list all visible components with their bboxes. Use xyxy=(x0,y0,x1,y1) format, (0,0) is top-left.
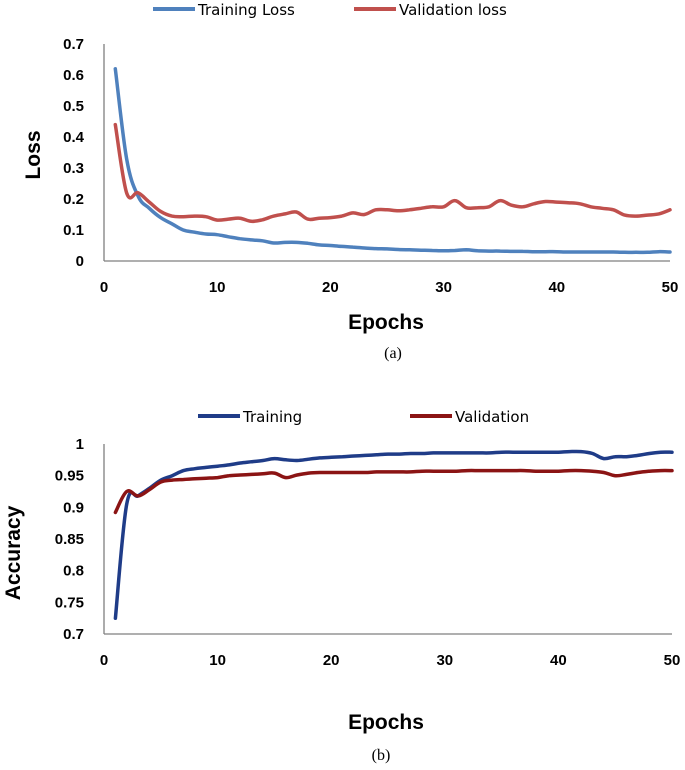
loss-x-ticks: 0 10 20 30 40 50 xyxy=(100,279,679,296)
series-line-training xyxy=(113,449,674,620)
legend-label-validation-loss: Validation loss xyxy=(399,1,507,19)
legend-label-training: Training xyxy=(242,408,302,426)
loss-y-tick: 0.3 xyxy=(63,160,84,177)
accuracy-y-tick: 1 xyxy=(76,436,84,453)
accuracy-y-tick: 0.95 xyxy=(55,468,84,485)
accuracy-x-tick: 10 xyxy=(209,652,226,669)
loss-y-tick: 0.5 xyxy=(63,98,84,115)
series-line-training-loss xyxy=(113,67,672,255)
accuracy-y-axis-title: Accuracy xyxy=(2,505,25,600)
loss-x-tick: 10 xyxy=(209,279,226,296)
loss-x-tick: 0 xyxy=(100,279,108,296)
accuracy-y-tick: 0.75 xyxy=(55,594,84,611)
legend-label-validation: Validation xyxy=(455,408,529,426)
loss-y-ticks: 0 0.1 0.2 0.3 0.4 0.5 0.6 0.7 xyxy=(63,36,85,270)
accuracy-y-ticks: 0.7 0.75 0.8 0.85 0.9 0.95 1 xyxy=(55,436,84,643)
accuracy-chart-caption: (b) xyxy=(372,747,391,764)
accuracy-x-tick: 40 xyxy=(550,652,567,669)
loss-y-tick: 0 xyxy=(76,253,84,270)
legend-label-training-loss: Training Loss xyxy=(197,1,295,19)
loss-x-tick: 50 xyxy=(662,279,679,296)
accuracy-x-tick: 20 xyxy=(323,652,340,669)
accuracy-y-tick: 0.85 xyxy=(55,531,84,548)
loss-x-tick: 40 xyxy=(548,279,565,296)
loss-y-tick: 0.4 xyxy=(63,129,85,146)
accuracy-x-axis-title: Epochs xyxy=(348,711,424,734)
loss-y-axis-title: Loss xyxy=(22,130,45,179)
loss-legend: Training Loss Validation loss xyxy=(153,1,507,19)
loss-x-tick: 20 xyxy=(322,279,339,296)
accuracy-chart: Training Validation 0.7 0.75 0.8 0.85 0.… xyxy=(2,408,680,764)
loss-y-tick: 0.6 xyxy=(63,67,84,84)
accuracy-x-tick: 30 xyxy=(436,652,453,669)
loss-x-axis-title: Epochs xyxy=(348,311,424,334)
loss-x-tick: 30 xyxy=(435,279,452,296)
accuracy-y-tick: 0.7 xyxy=(63,626,84,643)
accuracy-y-tick: 0.8 xyxy=(63,563,84,580)
accuracy-x-tick: 0 xyxy=(100,652,108,669)
series-line-validation-loss xyxy=(113,122,672,224)
loss-chart: Training Loss Validation loss 0 0.1 0.2 … xyxy=(22,1,678,362)
loss-chart-caption: (a) xyxy=(384,345,402,362)
accuracy-legend: Training Validation xyxy=(198,408,529,426)
loss-y-tick: 0.7 xyxy=(63,36,84,53)
loss-y-tick: 0.2 xyxy=(63,191,84,208)
accuracy-x-ticks: 0 10 20 30 40 50 xyxy=(100,652,681,669)
loss-y-tick: 0.1 xyxy=(63,222,84,239)
series-line-validation xyxy=(113,468,674,515)
accuracy-x-tick: 50 xyxy=(664,652,681,669)
accuracy-y-tick: 0.9 xyxy=(63,499,84,516)
